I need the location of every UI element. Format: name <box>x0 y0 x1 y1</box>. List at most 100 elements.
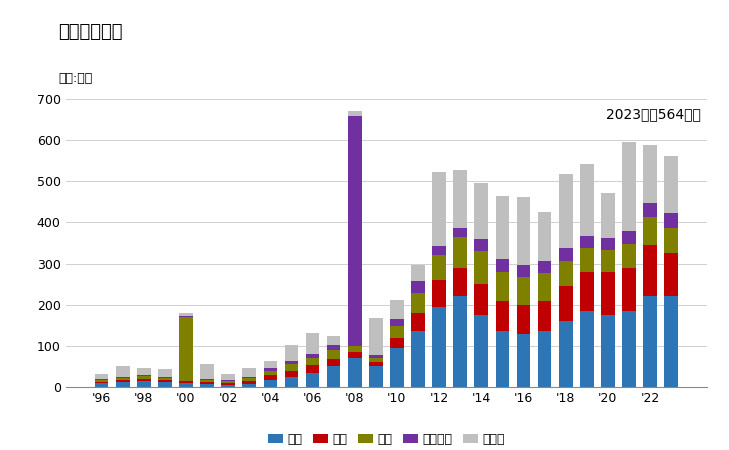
Bar <box>559 321 572 387</box>
Bar <box>538 301 551 332</box>
Bar <box>137 368 151 375</box>
Bar <box>580 248 593 272</box>
Bar <box>137 379 151 381</box>
Bar <box>538 212 551 261</box>
Bar <box>517 305 530 333</box>
Bar <box>116 380 130 382</box>
Bar <box>559 286 572 321</box>
Bar <box>601 315 615 387</box>
Bar <box>305 354 319 358</box>
Bar <box>643 297 657 387</box>
Bar <box>475 284 488 315</box>
Text: 2023年：564万台: 2023年：564万台 <box>606 108 701 122</box>
Bar <box>453 268 467 297</box>
Bar <box>411 265 425 281</box>
Bar <box>95 382 109 383</box>
Bar <box>601 272 615 315</box>
Bar <box>643 202 657 217</box>
Bar <box>200 384 214 387</box>
Bar <box>243 378 256 381</box>
Bar <box>179 313 193 316</box>
Bar <box>390 300 404 319</box>
Bar <box>559 261 572 286</box>
Bar <box>390 338 404 348</box>
Bar <box>95 374 109 379</box>
Bar <box>432 246 446 255</box>
Bar <box>453 237 467 268</box>
Bar <box>538 261 551 273</box>
Bar <box>475 239 488 251</box>
Bar <box>432 307 446 387</box>
Bar <box>390 319 404 326</box>
Bar <box>496 272 510 301</box>
Bar <box>116 382 130 387</box>
Bar <box>284 370 298 377</box>
Bar <box>243 381 256 384</box>
Bar <box>348 111 362 116</box>
Bar <box>580 311 593 387</box>
Bar <box>284 360 298 364</box>
Bar <box>158 380 172 382</box>
Bar <box>496 260 510 272</box>
Bar <box>348 358 362 387</box>
Bar <box>643 145 657 202</box>
Bar <box>453 170 467 228</box>
Bar <box>158 369 172 377</box>
Bar <box>580 164 593 236</box>
Bar <box>496 301 510 332</box>
Bar <box>243 377 256 378</box>
Bar <box>538 332 551 387</box>
Bar <box>305 373 319 387</box>
Bar <box>243 384 256 387</box>
Bar <box>601 238 615 250</box>
Bar <box>369 318 383 355</box>
Text: 輸出量の推移: 輸出量の推移 <box>58 22 122 40</box>
Bar <box>517 265 530 277</box>
Bar <box>517 277 530 305</box>
Bar <box>348 116 362 346</box>
Bar <box>200 379 214 380</box>
Bar <box>664 213 678 228</box>
Bar <box>348 346 362 352</box>
Bar <box>411 293 425 313</box>
Bar <box>327 359 340 366</box>
Bar <box>496 196 510 260</box>
Bar <box>200 380 214 382</box>
Bar <box>411 281 425 293</box>
Bar <box>305 358 319 365</box>
Bar <box>116 377 130 378</box>
Bar <box>475 183 488 239</box>
Bar <box>263 361 277 369</box>
Bar <box>559 174 572 248</box>
Bar <box>411 313 425 332</box>
Bar <box>643 217 657 245</box>
Bar <box>369 366 383 387</box>
Bar <box>305 333 319 354</box>
Bar <box>284 364 298 370</box>
Bar <box>243 368 256 377</box>
Bar <box>158 377 172 378</box>
Bar <box>496 332 510 387</box>
Bar <box>390 348 404 387</box>
Bar <box>200 382 214 384</box>
Bar <box>158 382 172 387</box>
Bar <box>432 255 446 280</box>
Bar <box>116 378 130 380</box>
Legend: 米国, 中国, タイ, メキシコ, その他: 米国, 中国, タイ, メキシコ, その他 <box>262 428 510 450</box>
Bar <box>664 253 678 297</box>
Bar <box>559 248 572 261</box>
Bar <box>622 268 636 311</box>
Bar <box>263 380 277 387</box>
Bar <box>580 236 593 248</box>
Bar <box>664 297 678 387</box>
Bar <box>263 369 277 370</box>
Bar <box>390 326 404 338</box>
Bar <box>137 381 151 387</box>
Bar <box>601 193 615 238</box>
Bar <box>95 383 109 387</box>
Bar <box>137 375 151 376</box>
Bar <box>327 345 340 350</box>
Text: 単位:万台: 単位:万台 <box>58 72 93 85</box>
Bar <box>327 336 340 345</box>
Bar <box>305 365 319 373</box>
